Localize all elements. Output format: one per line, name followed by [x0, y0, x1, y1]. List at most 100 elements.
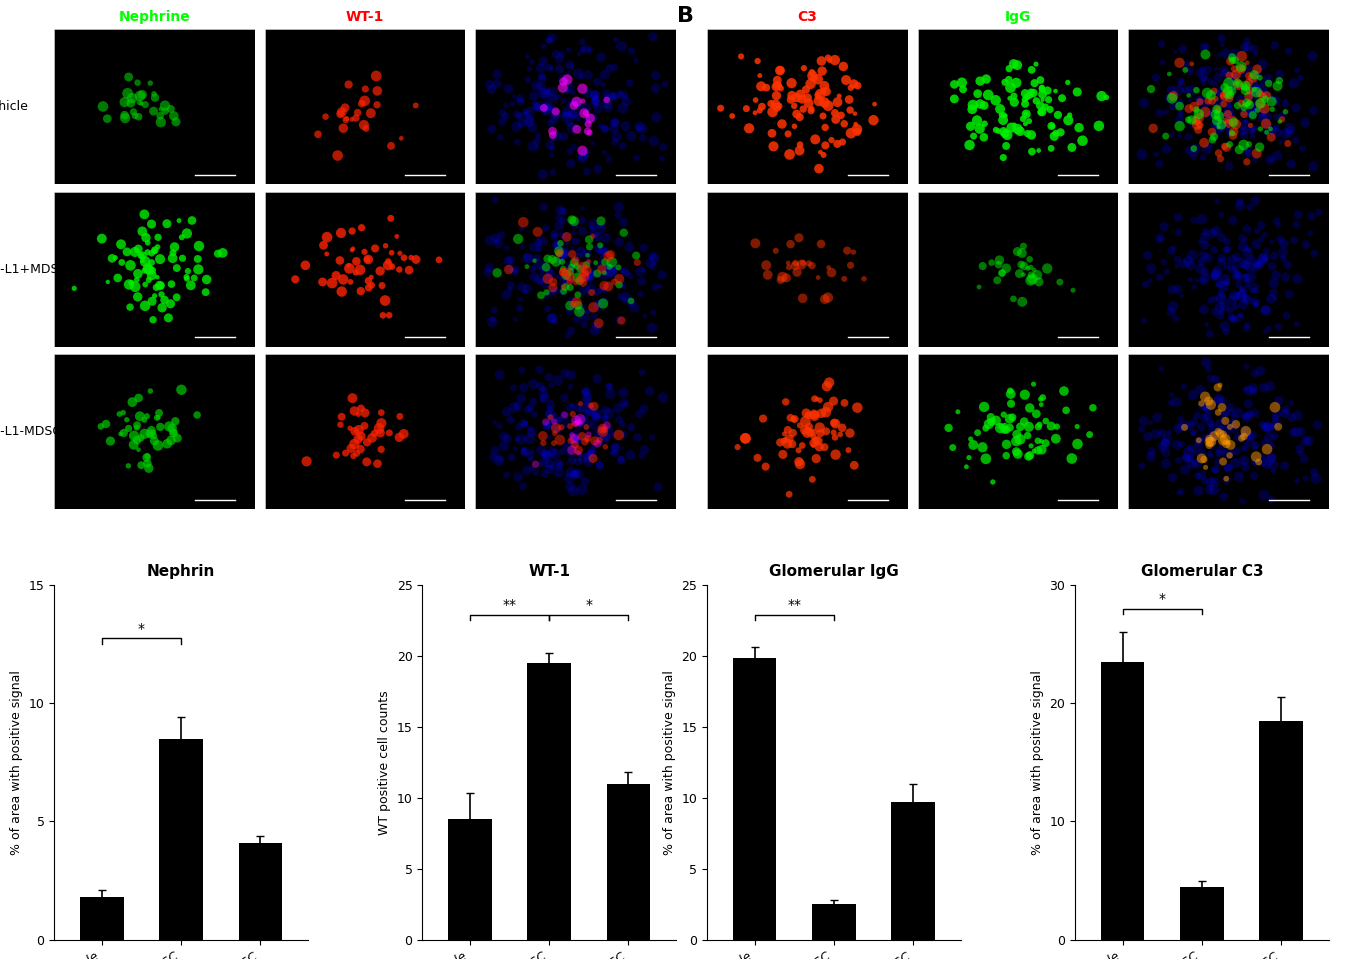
- Point: [134, 277, 156, 292]
- Point: [1253, 101, 1275, 116]
- Point: [559, 269, 580, 284]
- Point: [1233, 100, 1254, 115]
- Point: [778, 147, 800, 162]
- Point: [1192, 69, 1214, 84]
- Point: [1275, 93, 1296, 108]
- Point: [1223, 288, 1245, 303]
- Point: [538, 100, 560, 115]
- Point: [561, 106, 583, 122]
- Point: [1170, 289, 1192, 304]
- Point: [963, 437, 984, 453]
- Point: [514, 444, 536, 459]
- Point: [545, 283, 567, 298]
- Point: [565, 94, 587, 109]
- Point: [845, 116, 866, 131]
- Point: [506, 107, 527, 123]
- Point: [1155, 105, 1177, 120]
- Point: [561, 58, 583, 74]
- Point: [990, 102, 1012, 117]
- Point: [546, 372, 568, 387]
- Point: [632, 121, 654, 136]
- Point: [117, 245, 138, 260]
- Point: [589, 258, 610, 273]
- Point: [498, 82, 519, 97]
- Point: [1020, 88, 1041, 104]
- Point: [1174, 462, 1196, 478]
- Point: [544, 422, 565, 437]
- Point: [546, 90, 568, 105]
- Point: [980, 409, 1002, 425]
- Point: [1017, 428, 1039, 443]
- Point: [1029, 391, 1051, 407]
- Point: [772, 116, 793, 131]
- Point: [595, 263, 617, 278]
- Point: [610, 453, 632, 468]
- Point: [560, 379, 582, 394]
- Point: [1219, 114, 1241, 129]
- Point: [1241, 249, 1262, 265]
- Point: [1159, 395, 1181, 410]
- Point: [843, 457, 865, 473]
- Point: [613, 279, 635, 294]
- Point: [188, 239, 210, 254]
- Point: [1193, 302, 1215, 317]
- Point: [556, 105, 578, 120]
- Point: [565, 413, 587, 429]
- Point: [960, 432, 982, 447]
- Point: [731, 49, 753, 64]
- Point: [1192, 62, 1214, 78]
- Point: [1163, 240, 1185, 255]
- Point: [610, 277, 632, 292]
- Point: [774, 432, 796, 447]
- Point: [834, 271, 856, 287]
- Point: [1234, 104, 1256, 119]
- Point: [176, 269, 198, 285]
- Point: [792, 102, 814, 117]
- Point: [557, 98, 579, 113]
- Point: [544, 314, 565, 329]
- Bar: [1260, 721, 1303, 940]
- Point: [96, 274, 118, 290]
- Point: [1169, 55, 1191, 70]
- Point: [594, 403, 616, 418]
- Point: [1235, 292, 1257, 307]
- Point: [1207, 405, 1229, 420]
- Point: [824, 447, 846, 462]
- Point: [533, 199, 555, 215]
- Point: [1290, 441, 1311, 456]
- Point: [590, 435, 612, 451]
- Point: [527, 224, 549, 240]
- Point: [587, 421, 609, 436]
- Point: [559, 57, 580, 72]
- Point: [784, 411, 805, 427]
- Point: [1216, 418, 1238, 433]
- Point: [595, 86, 617, 102]
- Point: [522, 394, 544, 409]
- Point: [119, 299, 141, 315]
- Point: [1254, 91, 1276, 106]
- Point: [498, 253, 519, 269]
- Point: [800, 76, 822, 91]
- Point: [1197, 402, 1219, 417]
- Bar: [447, 819, 492, 940]
- Point: [652, 139, 674, 154]
- Point: [559, 259, 580, 274]
- Point: [555, 229, 576, 245]
- Point: [521, 55, 542, 70]
- Point: [553, 129, 575, 144]
- Point: [1237, 39, 1258, 55]
- Point: [125, 279, 146, 294]
- Point: [481, 82, 503, 97]
- Point: [801, 472, 823, 487]
- Point: [1303, 246, 1325, 261]
- Point: [1176, 57, 1197, 72]
- Point: [1146, 147, 1168, 162]
- Point: [1161, 90, 1182, 105]
- Point: [567, 287, 589, 302]
- Point: [1257, 71, 1279, 86]
- Point: [1219, 68, 1241, 83]
- Point: [995, 448, 1017, 463]
- Point: [610, 88, 632, 104]
- Point: [1238, 136, 1260, 152]
- Bar: [80, 898, 123, 940]
